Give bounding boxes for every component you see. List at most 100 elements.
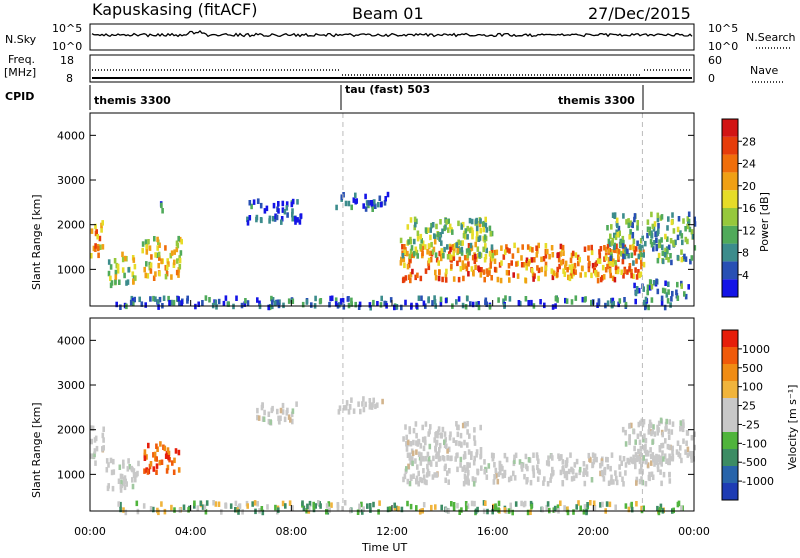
echo-cell [505, 244, 508, 250]
echo-cell [347, 409, 351, 415]
echo-cell [177, 296, 180, 302]
echo-cell [456, 466, 459, 473]
echo-cell [281, 500, 285, 507]
echo-cell [130, 295, 134, 302]
echo-cell [305, 299, 309, 305]
echo-cell [178, 236, 182, 243]
echo-cell [666, 225, 669, 231]
echo-cell [330, 502, 333, 508]
echo-cell [403, 249, 406, 255]
echo-cell [435, 472, 439, 478]
echo-cell [632, 238, 636, 245]
echo-cell [679, 230, 682, 236]
echo-cell [405, 466, 408, 472]
echo-cell [537, 275, 540, 282]
echo-cell [550, 245, 554, 251]
echo-cell [629, 244, 632, 251]
echo-cell [259, 202, 263, 209]
echo-cell [395, 505, 399, 512]
y-tick-label: 1000 [57, 263, 85, 276]
echo-cell [575, 504, 578, 510]
echo-cell [555, 295, 558, 301]
echo-cell [424, 268, 428, 274]
echo-cell [441, 228, 444, 234]
echo-cell [360, 501, 363, 508]
echo-cell [626, 248, 629, 254]
echo-cell [484, 299, 487, 305]
echo-cell [307, 505, 311, 511]
echo-cell [563, 271, 567, 277]
echo-cell [411, 268, 414, 275]
echo-cell [473, 435, 476, 441]
echo-cell [602, 274, 606, 280]
echo-cell [416, 235, 420, 242]
echo-cell [295, 401, 298, 407]
echo-cell [455, 452, 458, 459]
echo-cell [446, 455, 450, 461]
echo-cell [404, 424, 407, 430]
echo-cell [157, 262, 160, 269]
echo-cell [167, 295, 170, 302]
echo-cell [637, 269, 640, 275]
echo-cell [661, 287, 665, 294]
echo-cell [121, 251, 124, 258]
echo-cell [661, 250, 665, 256]
echo-cell [571, 263, 574, 270]
echo-cell [651, 474, 655, 480]
echo-cell [618, 298, 622, 304]
echo-cell [284, 503, 287, 509]
echo-cell [171, 460, 174, 466]
echo-cell [290, 201, 294, 208]
echo-cell [632, 260, 635, 266]
echo-cell [460, 441, 463, 448]
echo-cell [653, 240, 656, 246]
echo-cell [588, 260, 591, 267]
echo-cell [325, 503, 329, 509]
echo-cell [446, 244, 449, 250]
echo-cell [409, 474, 413, 480]
echo-cell [306, 503, 309, 510]
echo-cell [472, 481, 476, 487]
echo-cell [613, 213, 616, 219]
echo-cell [501, 465, 504, 472]
echo-cell [248, 200, 252, 206]
echo-cell [157, 239, 160, 245]
echo-cell [156, 245, 159, 251]
echo-cell [460, 507, 463, 513]
echo-cell [667, 244, 671, 251]
echo-cell [570, 267, 573, 274]
echo-cell [543, 302, 546, 309]
echo-cell [490, 247, 494, 254]
echo-cell [477, 301, 480, 307]
echo-cell [488, 225, 492, 232]
echo-cell [535, 245, 538, 251]
echo-cell [453, 247, 456, 253]
echo-cell [582, 471, 585, 477]
nsky-tick-top: 10^5 [52, 22, 82, 35]
echo-cell [476, 506, 479, 513]
nsky-trace [91, 29, 693, 38]
echo-cell [403, 244, 406, 250]
echo-cell [426, 451, 430, 458]
colorbar-swatch [722, 330, 738, 347]
echo-cell [428, 250, 432, 256]
echo-cell [621, 258, 625, 265]
echo-cell [361, 509, 364, 515]
echo-cell [452, 437, 455, 443]
colorbar-swatch [722, 398, 738, 415]
echo-cell [672, 507, 675, 514]
echo-cell [155, 463, 159, 469]
colorbar-tick-label: -25 [742, 418, 760, 431]
echo-cell [405, 446, 409, 452]
echo-cell [459, 266, 463, 272]
echo-cell [520, 500, 523, 507]
echo-cell [452, 276, 456, 282]
echo-cell [406, 263, 410, 270]
echo-cell [95, 229, 98, 235]
echo-cell [660, 295, 664, 302]
echo-cell [168, 300, 171, 306]
echo-cell [177, 235, 180, 242]
echo-cell [624, 462, 628, 468]
echo-cell [653, 431, 657, 437]
echo-cell [478, 221, 482, 228]
